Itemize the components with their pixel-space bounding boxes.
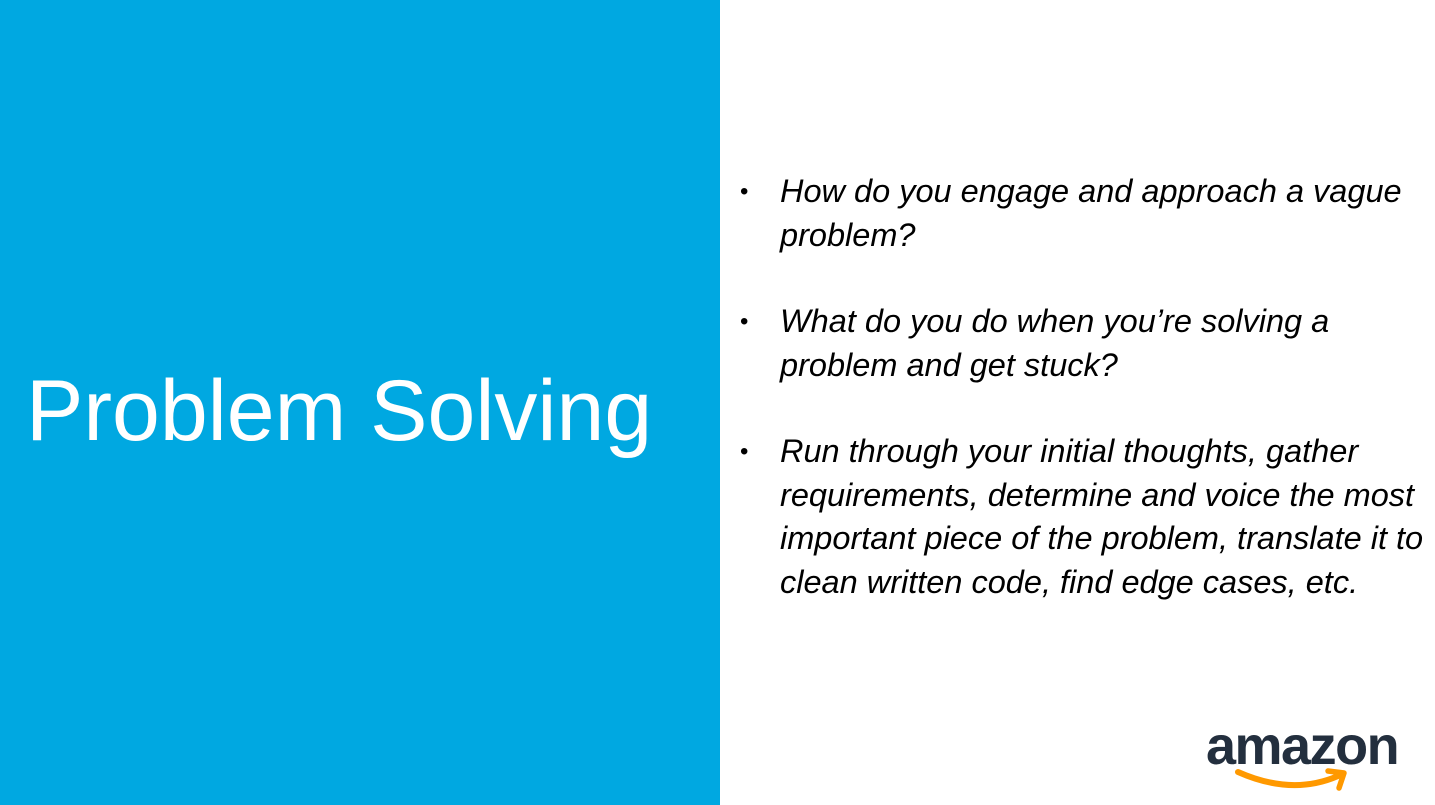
- bullet-text: What do you do when you’re solving a pro…: [780, 303, 1330, 383]
- bullet-item: • How do you engage and approach a vague…: [740, 170, 1430, 257]
- bullet-dot-icon: •: [740, 308, 749, 335]
- bullet-dot-icon: •: [740, 438, 749, 465]
- bullet-dot-icon: •: [740, 178, 749, 205]
- amazon-smile-icon: [1235, 768, 1347, 791]
- title-panel: Problem Solving: [0, 0, 720, 805]
- bullet-item: • What do you do when you’re solving a p…: [740, 300, 1430, 387]
- bullet-list: • How do you engage and approach a vague…: [740, 170, 1430, 647]
- amazon-logo: amazon: [1206, 716, 1421, 794]
- bullet-text: How do you engage and approach a vague p…: [780, 173, 1402, 253]
- logo-wordmark: amazon: [1206, 716, 1400, 776]
- bullet-item: • Run through your initial thoughts, gat…: [740, 430, 1430, 604]
- slide-title: Problem Solving: [26, 363, 653, 459]
- bullet-text: Run through your initial thoughts, gathe…: [780, 433, 1424, 600]
